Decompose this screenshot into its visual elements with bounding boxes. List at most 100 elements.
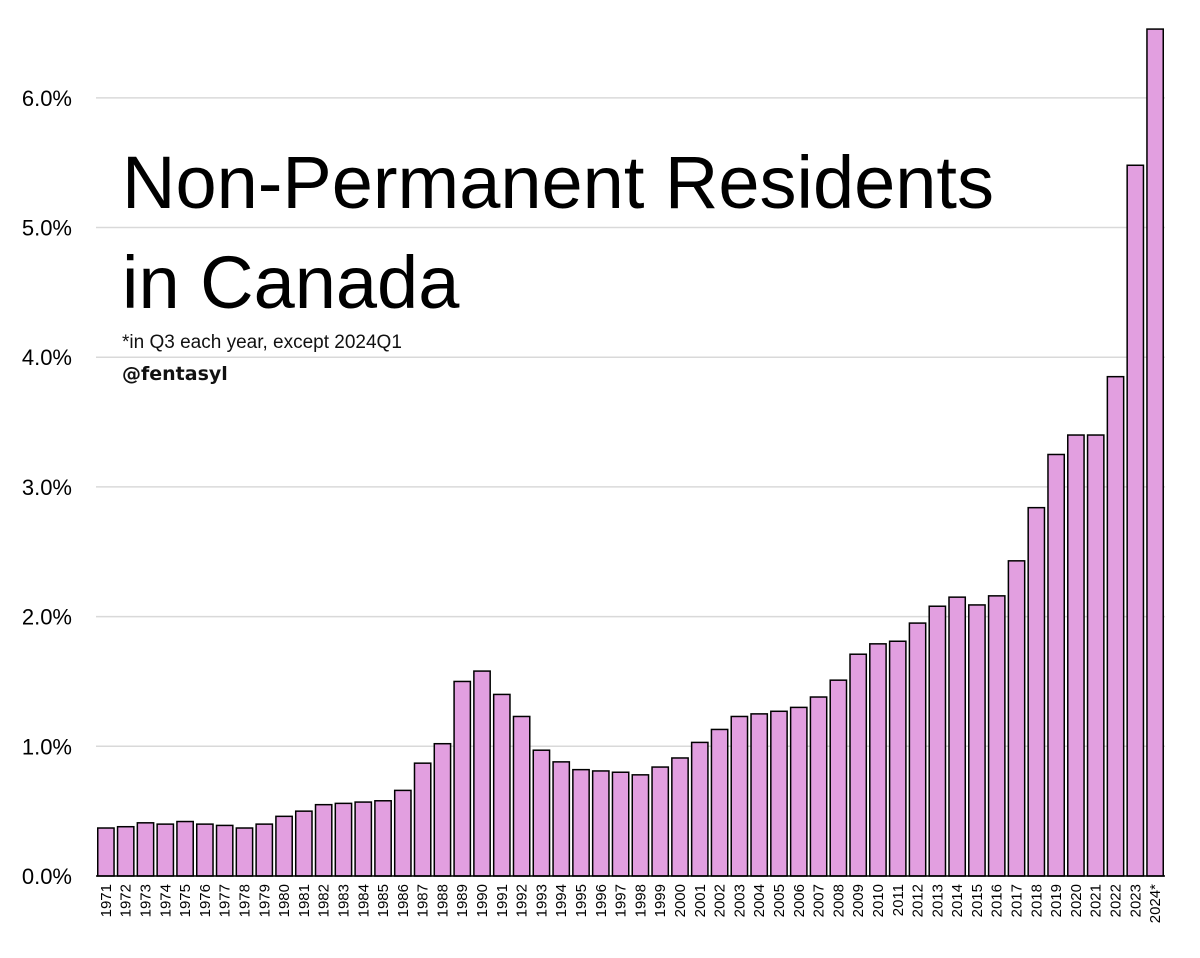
y-tick-label: 6.0% xyxy=(22,86,72,111)
y-tick-label: 0.0% xyxy=(22,864,72,889)
bar-2013 xyxy=(928,605,947,877)
x-tick-label: 2018 xyxy=(1028,884,1045,917)
chart-title-line-1: Non-Permanent Residents xyxy=(122,141,994,224)
bar-1973 xyxy=(136,822,155,877)
bar-1986 xyxy=(393,789,412,877)
bar-1972 xyxy=(116,825,135,877)
x-tick-label: 1987 xyxy=(415,884,432,917)
bar-2011 xyxy=(888,640,907,877)
x-tick-label: 1986 xyxy=(395,884,412,917)
chart-title: Non-Permanent Residents in Canada xyxy=(122,141,994,324)
x-tick-label: 1999 xyxy=(652,884,669,917)
bar-1990 xyxy=(473,670,491,877)
bar-2010 xyxy=(869,643,887,877)
x-tick-label: 2021 xyxy=(1088,884,1105,917)
bar-1993 xyxy=(532,749,551,877)
x-tick-label: 1972 xyxy=(118,884,135,917)
x-tick-label: 1988 xyxy=(434,884,451,917)
y-tick-label: 1.0% xyxy=(22,734,72,759)
x-tick-label: 1982 xyxy=(316,884,333,917)
bar-1987 xyxy=(413,762,432,877)
bar-2016 xyxy=(987,595,1006,877)
bar-2007 xyxy=(809,696,828,877)
x-tick-label: 2004 xyxy=(751,884,768,917)
x-tick-label: 2024* xyxy=(1147,884,1164,923)
x-tick-label: 2005 xyxy=(771,884,788,917)
x-tick-label: 1996 xyxy=(593,884,610,917)
x-tick-label: 1993 xyxy=(533,884,550,917)
bar-2020 xyxy=(1067,434,1085,877)
x-tick-label: 1980 xyxy=(276,884,293,917)
bar-1997 xyxy=(611,771,630,877)
bar-1995 xyxy=(572,768,590,877)
author-handle: @fentasyl xyxy=(122,363,228,385)
y-tick-label: 5.0% xyxy=(22,216,72,241)
bar-1981 xyxy=(294,810,313,877)
x-tick-label: 1973 xyxy=(137,884,154,917)
bar-2006 xyxy=(789,706,808,877)
y-tick-label: 2.0% xyxy=(22,605,72,630)
x-tick-label: 1971 xyxy=(98,884,115,917)
x-tick-label: 1984 xyxy=(355,884,372,917)
x-tick-label: 1985 xyxy=(375,884,392,917)
bar-1988 xyxy=(433,742,452,877)
x-tick-label: 2006 xyxy=(791,884,808,917)
bar-2002 xyxy=(710,728,729,877)
x-tick-label: 2011 xyxy=(890,884,907,916)
bar-2019 xyxy=(1047,453,1066,877)
x-tick-label: 1974 xyxy=(157,884,174,917)
bar-2009 xyxy=(849,653,868,877)
x-tick-label: 2002 xyxy=(712,884,729,917)
bar-1998 xyxy=(631,774,650,877)
bar-1985 xyxy=(374,800,392,877)
y-tick-label: 3.0% xyxy=(22,475,72,500)
x-tick-label: 2008 xyxy=(830,884,847,917)
bar-1975 xyxy=(176,820,194,877)
x-tick-label: 1978 xyxy=(236,884,253,917)
x-tick-label: 1992 xyxy=(514,884,531,917)
chart-subtitle: *in Q3 each year, except 2024Q1 xyxy=(122,332,402,353)
x-tick-label: 2007 xyxy=(811,884,828,917)
x-tick-label: 1994 xyxy=(553,884,570,917)
bar-2003 xyxy=(730,715,749,877)
bar-1984 xyxy=(354,801,373,877)
bar-2008 xyxy=(829,679,848,877)
x-tick-label: 2017 xyxy=(1009,884,1026,917)
x-tick-label: 1991 xyxy=(494,884,511,917)
x-tick-label: 2016 xyxy=(989,884,1006,917)
x-tick-label: 2009 xyxy=(850,884,867,917)
x-tick-label: 2000 xyxy=(672,884,689,917)
x-tick-label: 1983 xyxy=(335,884,352,917)
bar-1971 xyxy=(97,827,115,877)
bar-1974 xyxy=(156,823,175,877)
y-tick-label: 4.0% xyxy=(22,345,72,370)
x-tick-label: 1981 xyxy=(296,884,313,917)
y-axis: 0.0% 1.0% 2.0% 3.0% 4.0% 5.0% 6.0% xyxy=(22,86,72,889)
bar-1991 xyxy=(492,693,511,877)
bar-2021 xyxy=(1086,434,1105,877)
bar-1989 xyxy=(453,680,472,877)
x-axis: 1971 1972 1973 1974 1975 1976 1977 1978 1979 1980… xyxy=(98,884,1164,923)
bar-1992 xyxy=(512,715,531,877)
x-tick-label: 1979 xyxy=(256,884,273,917)
bar-1994 xyxy=(552,761,571,877)
x-tick-label: 1997 xyxy=(613,884,630,917)
bar-2024 xyxy=(1146,28,1165,877)
x-tick-label: 2001 xyxy=(692,884,709,917)
x-tick-label: 1990 xyxy=(474,884,491,917)
x-tick-label: 2013 xyxy=(929,884,946,917)
x-tick-label: 2012 xyxy=(910,884,927,917)
bar-2015 xyxy=(968,604,986,877)
bar-2005 xyxy=(770,710,788,877)
x-tick-label: 1998 xyxy=(632,884,649,917)
bar-1996 xyxy=(591,770,610,877)
bar-1978 xyxy=(235,827,254,877)
bar-2014 xyxy=(948,596,967,877)
x-tick-label: 2020 xyxy=(1068,884,1085,917)
x-tick-label: 2023 xyxy=(1127,884,1144,917)
bar-2001 xyxy=(690,741,709,877)
x-tick-label: 1977 xyxy=(217,884,234,917)
bar-2000 xyxy=(671,757,689,877)
x-tick-label: 2010 xyxy=(870,884,887,917)
bar-2012 xyxy=(908,622,927,877)
